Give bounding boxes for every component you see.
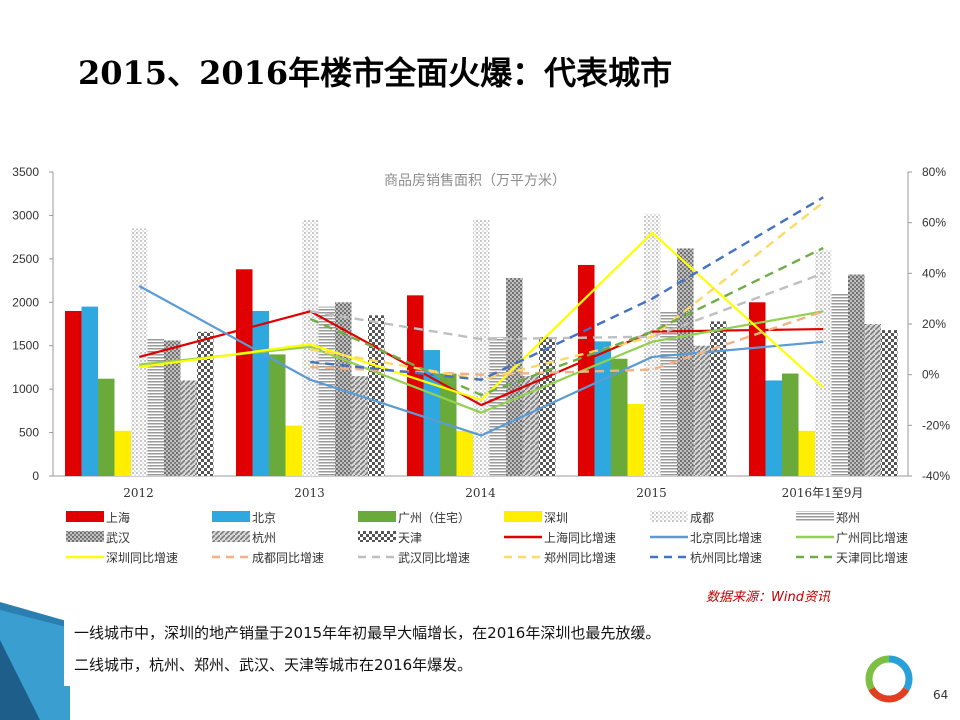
legend-swatch-武汉 xyxy=(66,531,104,542)
bar-武汉 xyxy=(677,248,694,476)
right-tick-label: -40% xyxy=(922,469,950,483)
right-tick-label: 40% xyxy=(922,266,946,280)
bar-成都 xyxy=(815,250,832,476)
left-tick-label: 2500 xyxy=(12,252,39,266)
logo-icon xyxy=(865,655,913,703)
bar-北京 xyxy=(765,380,782,476)
bar-北京 xyxy=(81,306,98,476)
legend-swatch-上海 xyxy=(66,511,104,522)
bar-杭州 xyxy=(351,376,368,476)
legend-swatch-广州（住宅） xyxy=(358,511,396,522)
bar-郑州 xyxy=(660,310,677,476)
bar-广州（住宅） xyxy=(269,354,286,476)
bar-成都 xyxy=(644,213,661,477)
page-number: 64 xyxy=(933,688,949,702)
bar-深圳 xyxy=(798,430,815,476)
legend-label: 武汉 xyxy=(106,531,130,545)
bar-上海 xyxy=(407,295,424,476)
right-tick-label: 80% xyxy=(922,165,946,179)
bar-郑州 xyxy=(147,338,164,476)
line-郑州同比增速 xyxy=(310,201,824,381)
legend-swatch-深圳 xyxy=(504,511,542,522)
bar-武汉 xyxy=(506,277,523,476)
right-tick-label: 0% xyxy=(922,368,940,382)
combo-chart: 商品房销售面积（万平方米） 0 500 1000 1500 2000 2500 3000 35… xyxy=(12,165,950,565)
line-北京同比增速 xyxy=(138,285,824,437)
legend-label: 北京 xyxy=(252,511,276,525)
bar-天津 xyxy=(368,315,385,476)
legend-label: 广州（住宅） xyxy=(398,510,470,525)
category-label: 2016年1至9月 xyxy=(782,486,864,500)
legend-label: 北京同比增速 xyxy=(690,531,762,545)
legend-label: 郑州同比增速 xyxy=(544,550,616,565)
legend-label: 广州同比增速 xyxy=(836,531,908,545)
bar-天津 xyxy=(881,330,898,476)
bar-杭州 xyxy=(864,324,881,476)
bar-上海 xyxy=(749,302,766,476)
note-line-2: 二线城市，杭州、郑州、武汉、天津等城市在2016年爆发。 xyxy=(74,656,473,674)
left-tick-label: 500 xyxy=(19,426,39,440)
bar-郑州 xyxy=(831,293,848,476)
bar-杭州 xyxy=(522,376,539,476)
legend-label: 上海同比增速 xyxy=(544,530,616,545)
chart-title: 商品房销售面积（万平方米） xyxy=(384,173,566,189)
legend-label: 成都同比增速 xyxy=(252,551,324,565)
legend-label: 深圳 xyxy=(544,511,568,525)
left-tick-label: 3000 xyxy=(12,208,39,222)
legend-swatch-北京 xyxy=(212,511,250,522)
left-tick-label: 1000 xyxy=(12,382,39,396)
legend-label: 天津 xyxy=(398,531,422,545)
right-tick-label: 20% xyxy=(922,317,946,331)
category-label: 2015 xyxy=(636,486,667,500)
note-line-1: 一线城市中，深圳的地产销量于2015年年初最早大幅增长，在2016年深圳也最先放… xyxy=(74,624,661,642)
right-tick-label: 60% xyxy=(922,216,946,230)
bar-杭州 xyxy=(693,345,710,476)
bar-上海 xyxy=(65,310,82,476)
category-label: 2012 xyxy=(123,486,154,500)
legend-label: 杭州 xyxy=(252,530,276,545)
legend-label: 武汉同比增速 xyxy=(398,551,470,565)
category-label: 2013 xyxy=(294,486,325,500)
bar-天津 xyxy=(710,321,727,476)
legend-swatch-杭州 xyxy=(212,531,250,542)
bar-广州（住宅） xyxy=(611,358,628,476)
bar-天津 xyxy=(197,331,214,476)
legend-label: 天津同比增速 xyxy=(836,551,908,565)
bar-深圳 xyxy=(285,425,302,476)
bar-深圳 xyxy=(627,403,644,476)
left-tick-label: 3500 xyxy=(12,165,39,179)
notes-box: 一线城市中，深圳的地产销量于2015年年初最早大幅增长，在2016年深圳也最先放… xyxy=(64,614,854,686)
slide-title: 2015、2016年楼市全面火爆：代表城市 xyxy=(78,54,673,92)
legend-swatch-成都 xyxy=(650,511,688,522)
bar-武汉 xyxy=(848,274,865,476)
right-tick-label: -20% xyxy=(922,418,950,432)
left-tick-label: 1500 xyxy=(12,339,39,353)
line-成都同比增速 xyxy=(310,310,824,376)
bar-武汉 xyxy=(164,340,181,476)
left-tick-label: 2000 xyxy=(12,295,39,309)
bar-广州（住宅） xyxy=(782,373,799,476)
left-tick-label: 0 xyxy=(32,469,39,483)
bar-上海 xyxy=(236,269,253,476)
bar-深圳 xyxy=(114,430,131,476)
data-source: 数据来源：Wind资讯 xyxy=(706,590,830,605)
legend-label: 杭州同比增速 xyxy=(690,550,762,565)
legend-label: 成都 xyxy=(690,511,714,525)
line-深圳同比增速 xyxy=(139,231,824,402)
bar-成都 xyxy=(131,228,148,476)
bar-北京 xyxy=(594,341,611,476)
legend-label: 上海 xyxy=(106,510,130,525)
line-天津同比增速 xyxy=(309,246,824,397)
legend-label: 郑州 xyxy=(836,510,860,525)
bar-广州（住宅） xyxy=(98,378,115,476)
legend-swatch-天津 xyxy=(358,531,396,542)
bar-杭州 xyxy=(180,380,197,476)
legend-label: 深圳同比增速 xyxy=(106,551,178,565)
bar-深圳 xyxy=(456,430,473,476)
legend-swatch-郑州 xyxy=(796,511,834,522)
category-label: 2014 xyxy=(465,486,496,500)
bar-武汉 xyxy=(335,302,352,476)
line-武汉同比增速 xyxy=(310,272,824,341)
